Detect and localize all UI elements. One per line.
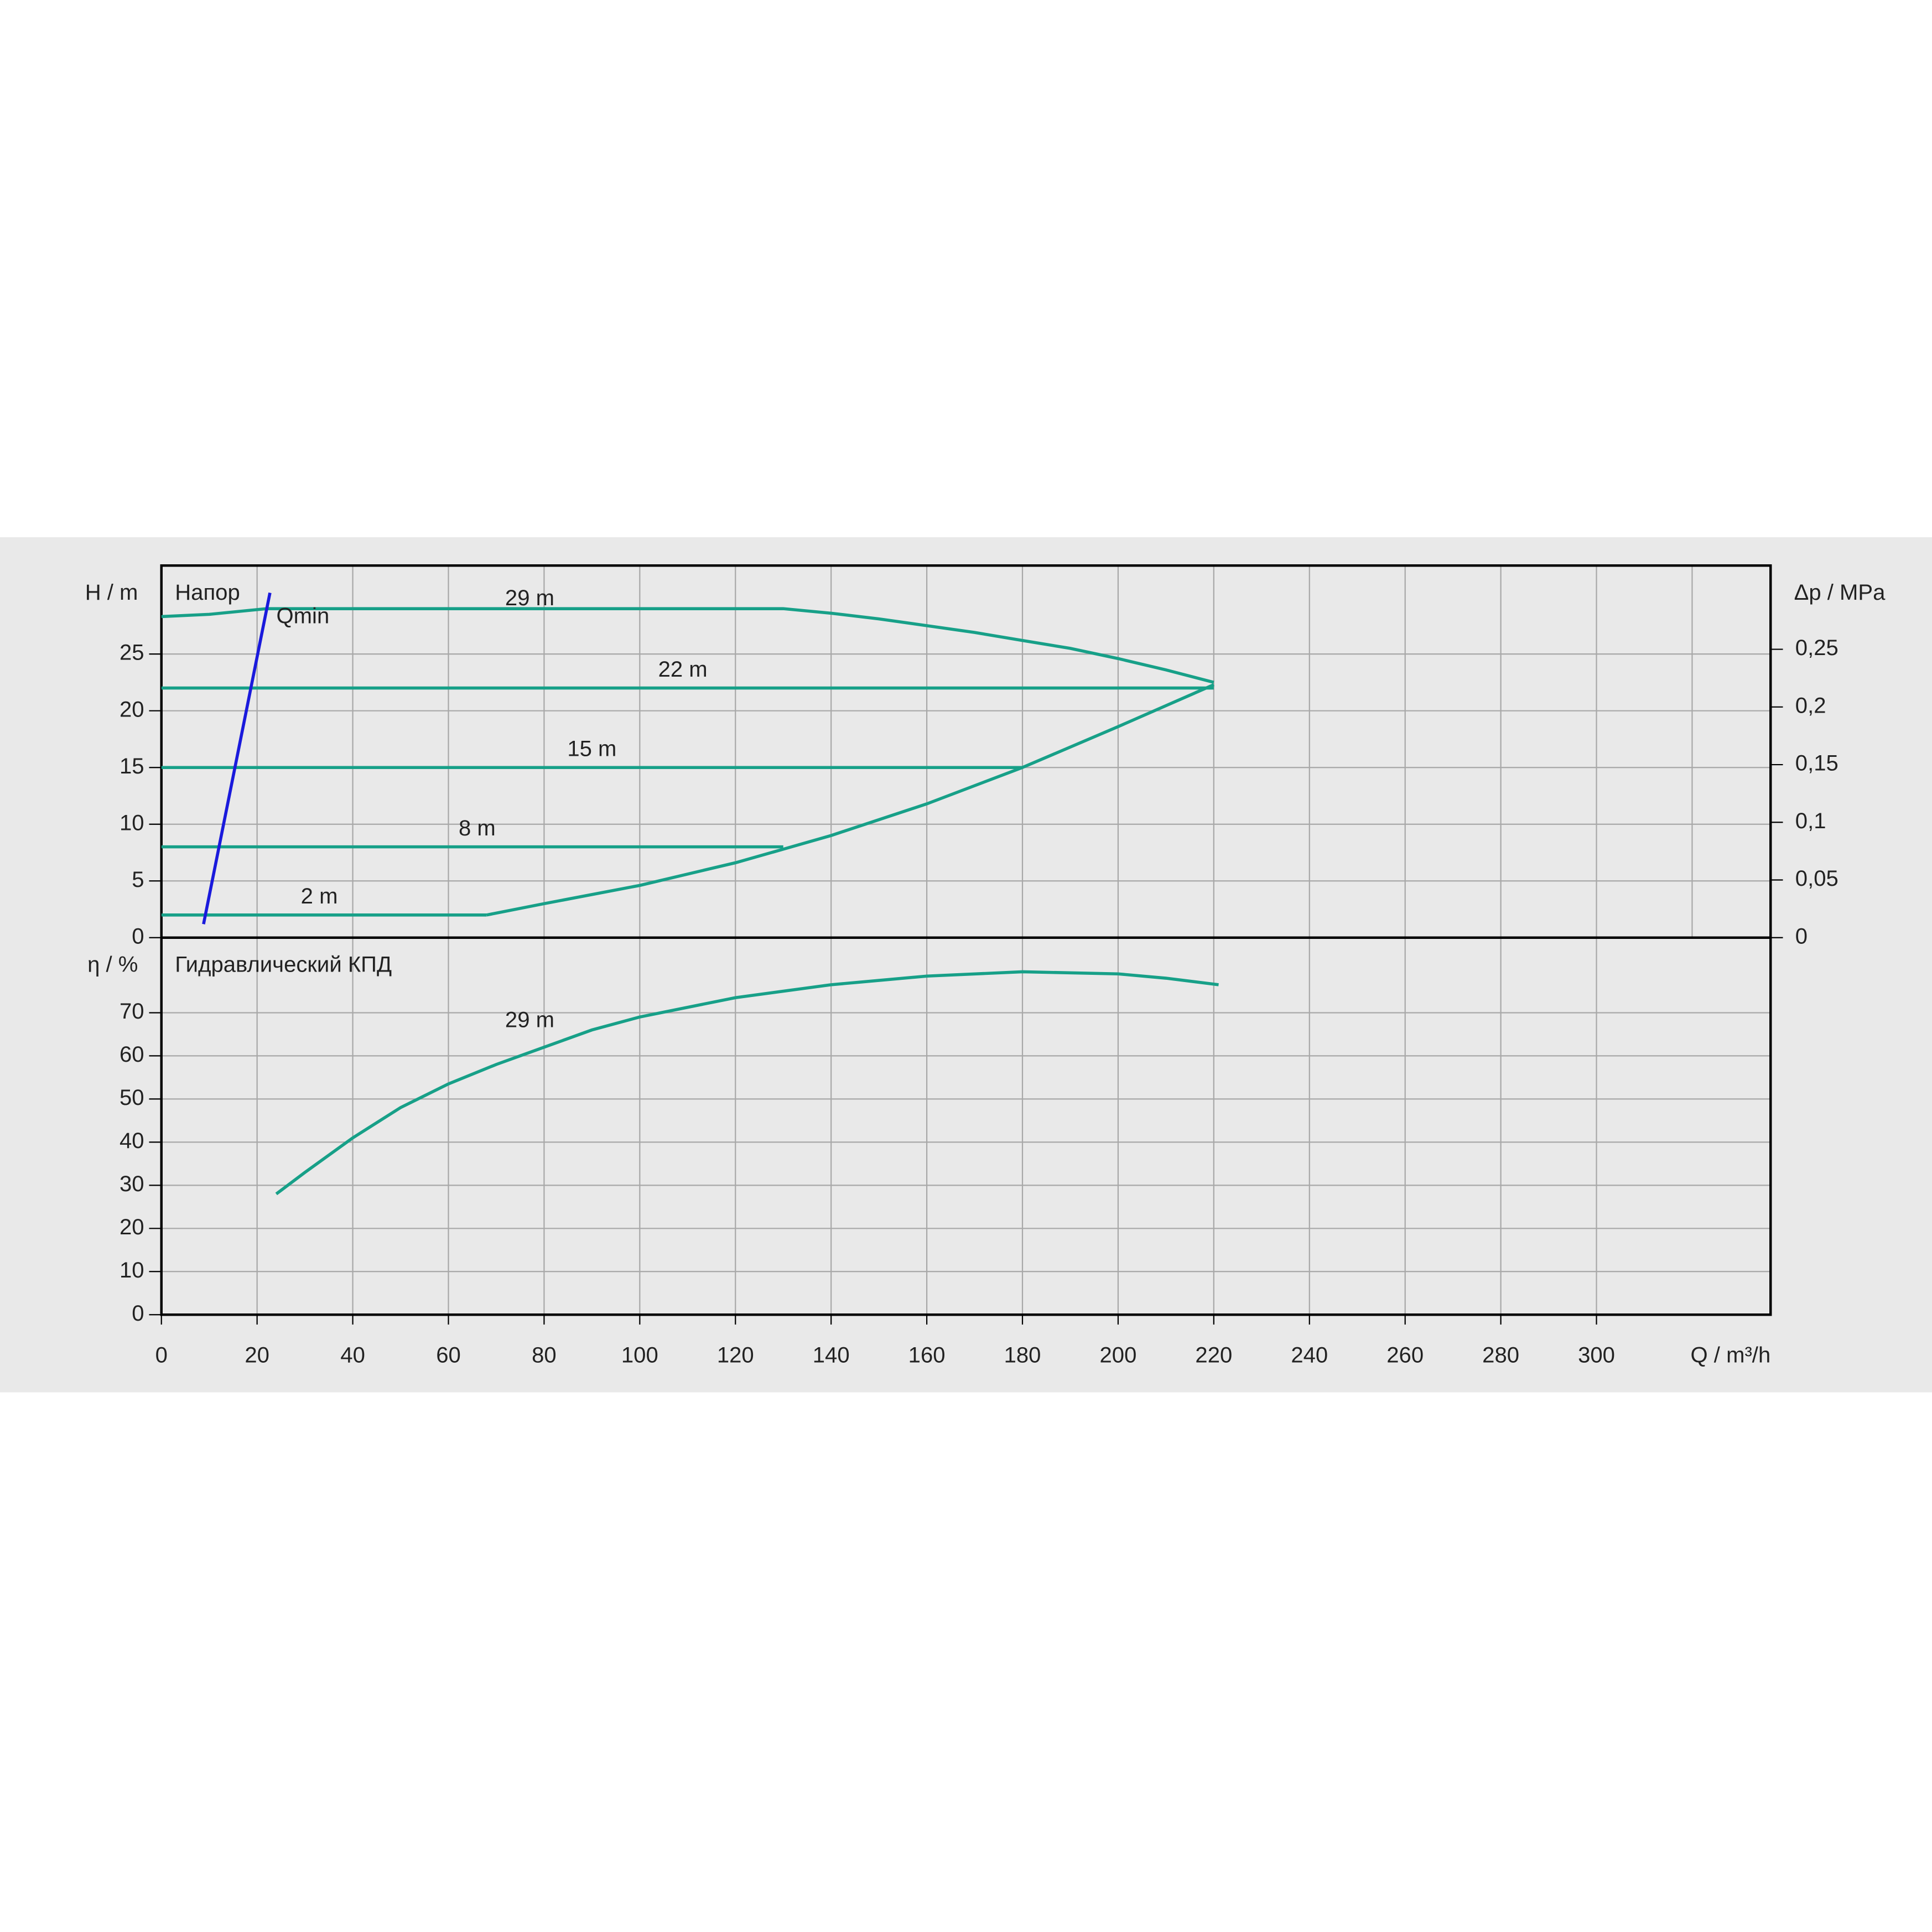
series-label: 15 m — [567, 737, 616, 761]
y-tick-label: 30 — [120, 1172, 144, 1196]
plot-border — [160, 936, 1772, 1316]
y-axis-label: η / % — [87, 953, 138, 977]
x-tick-label: 180 — [1004, 1343, 1041, 1368]
series-line — [275, 970, 1219, 1196]
series-line — [486, 683, 1214, 917]
y2-tick-label: 0,15 — [1795, 751, 1838, 776]
y2-tick-label: 0,05 — [1795, 866, 1838, 891]
x-tick-label: 140 — [813, 1343, 850, 1368]
series-label: 22 m — [658, 657, 708, 682]
x-tick-label: 300 — [1578, 1343, 1615, 1368]
y2-tick-label: 0 — [1795, 924, 1808, 948]
y2-axis-label: Δp / MPa — [1794, 580, 1886, 605]
y2-tick-label: 0,1 — [1795, 809, 1826, 833]
series-label: 29 m — [505, 1008, 554, 1032]
x-tick-label: 0 — [155, 1343, 168, 1368]
y-tick-label: 20 — [120, 697, 144, 721]
y-tick-label: 0 — [132, 1301, 144, 1326]
y-tick-label: 60 — [120, 1042, 144, 1067]
series-line — [202, 592, 272, 925]
y-tick-label: 5 — [132, 868, 144, 892]
series-label: 29 m — [505, 586, 554, 610]
panel — [0, 537, 1932, 1393]
series-label: 2 m — [301, 884, 338, 908]
x-tick-label: 40 — [340, 1343, 365, 1368]
x-tick-label: 200 — [1100, 1343, 1137, 1368]
y2-tick-label: 0,25 — [1795, 636, 1838, 660]
chart-title: Гидравлический КПД — [175, 953, 392, 977]
series-label: 8 m — [459, 816, 496, 840]
x-tick-label: 240 — [1291, 1343, 1328, 1368]
x-tick-label: 20 — [245, 1343, 269, 1368]
y-tick-label: 10 — [120, 811, 144, 835]
x-axis-label: Q / m³/h — [1691, 1343, 1771, 1368]
y-tick-label: 70 — [120, 999, 144, 1024]
y-tick-label: 0 — [132, 924, 144, 948]
series-label: Qmin — [277, 604, 330, 629]
x-tick-label: 220 — [1195, 1343, 1232, 1368]
chart-title: Напор — [175, 580, 240, 605]
x-tick-label: 260 — [1386, 1343, 1424, 1368]
y-axis-label: H / m — [85, 580, 138, 605]
y-tick-label: 25 — [120, 641, 144, 665]
y-tick-label: 40 — [120, 1129, 144, 1153]
x-tick-label: 100 — [621, 1343, 658, 1368]
y-tick-label: 20 — [120, 1215, 144, 1239]
y2-tick-label: 0,2 — [1795, 693, 1826, 718]
y-tick-label: 50 — [120, 1086, 144, 1110]
x-tick-label: 280 — [1482, 1343, 1519, 1368]
x-tick-label: 60 — [436, 1343, 461, 1368]
x-tick-label: 80 — [532, 1343, 557, 1368]
series-line — [161, 607, 1214, 684]
x-tick-label: 160 — [908, 1343, 946, 1368]
y-tick-label: 15 — [120, 754, 144, 778]
x-tick-label: 120 — [717, 1343, 754, 1368]
y-tick-label: 10 — [120, 1258, 144, 1282]
